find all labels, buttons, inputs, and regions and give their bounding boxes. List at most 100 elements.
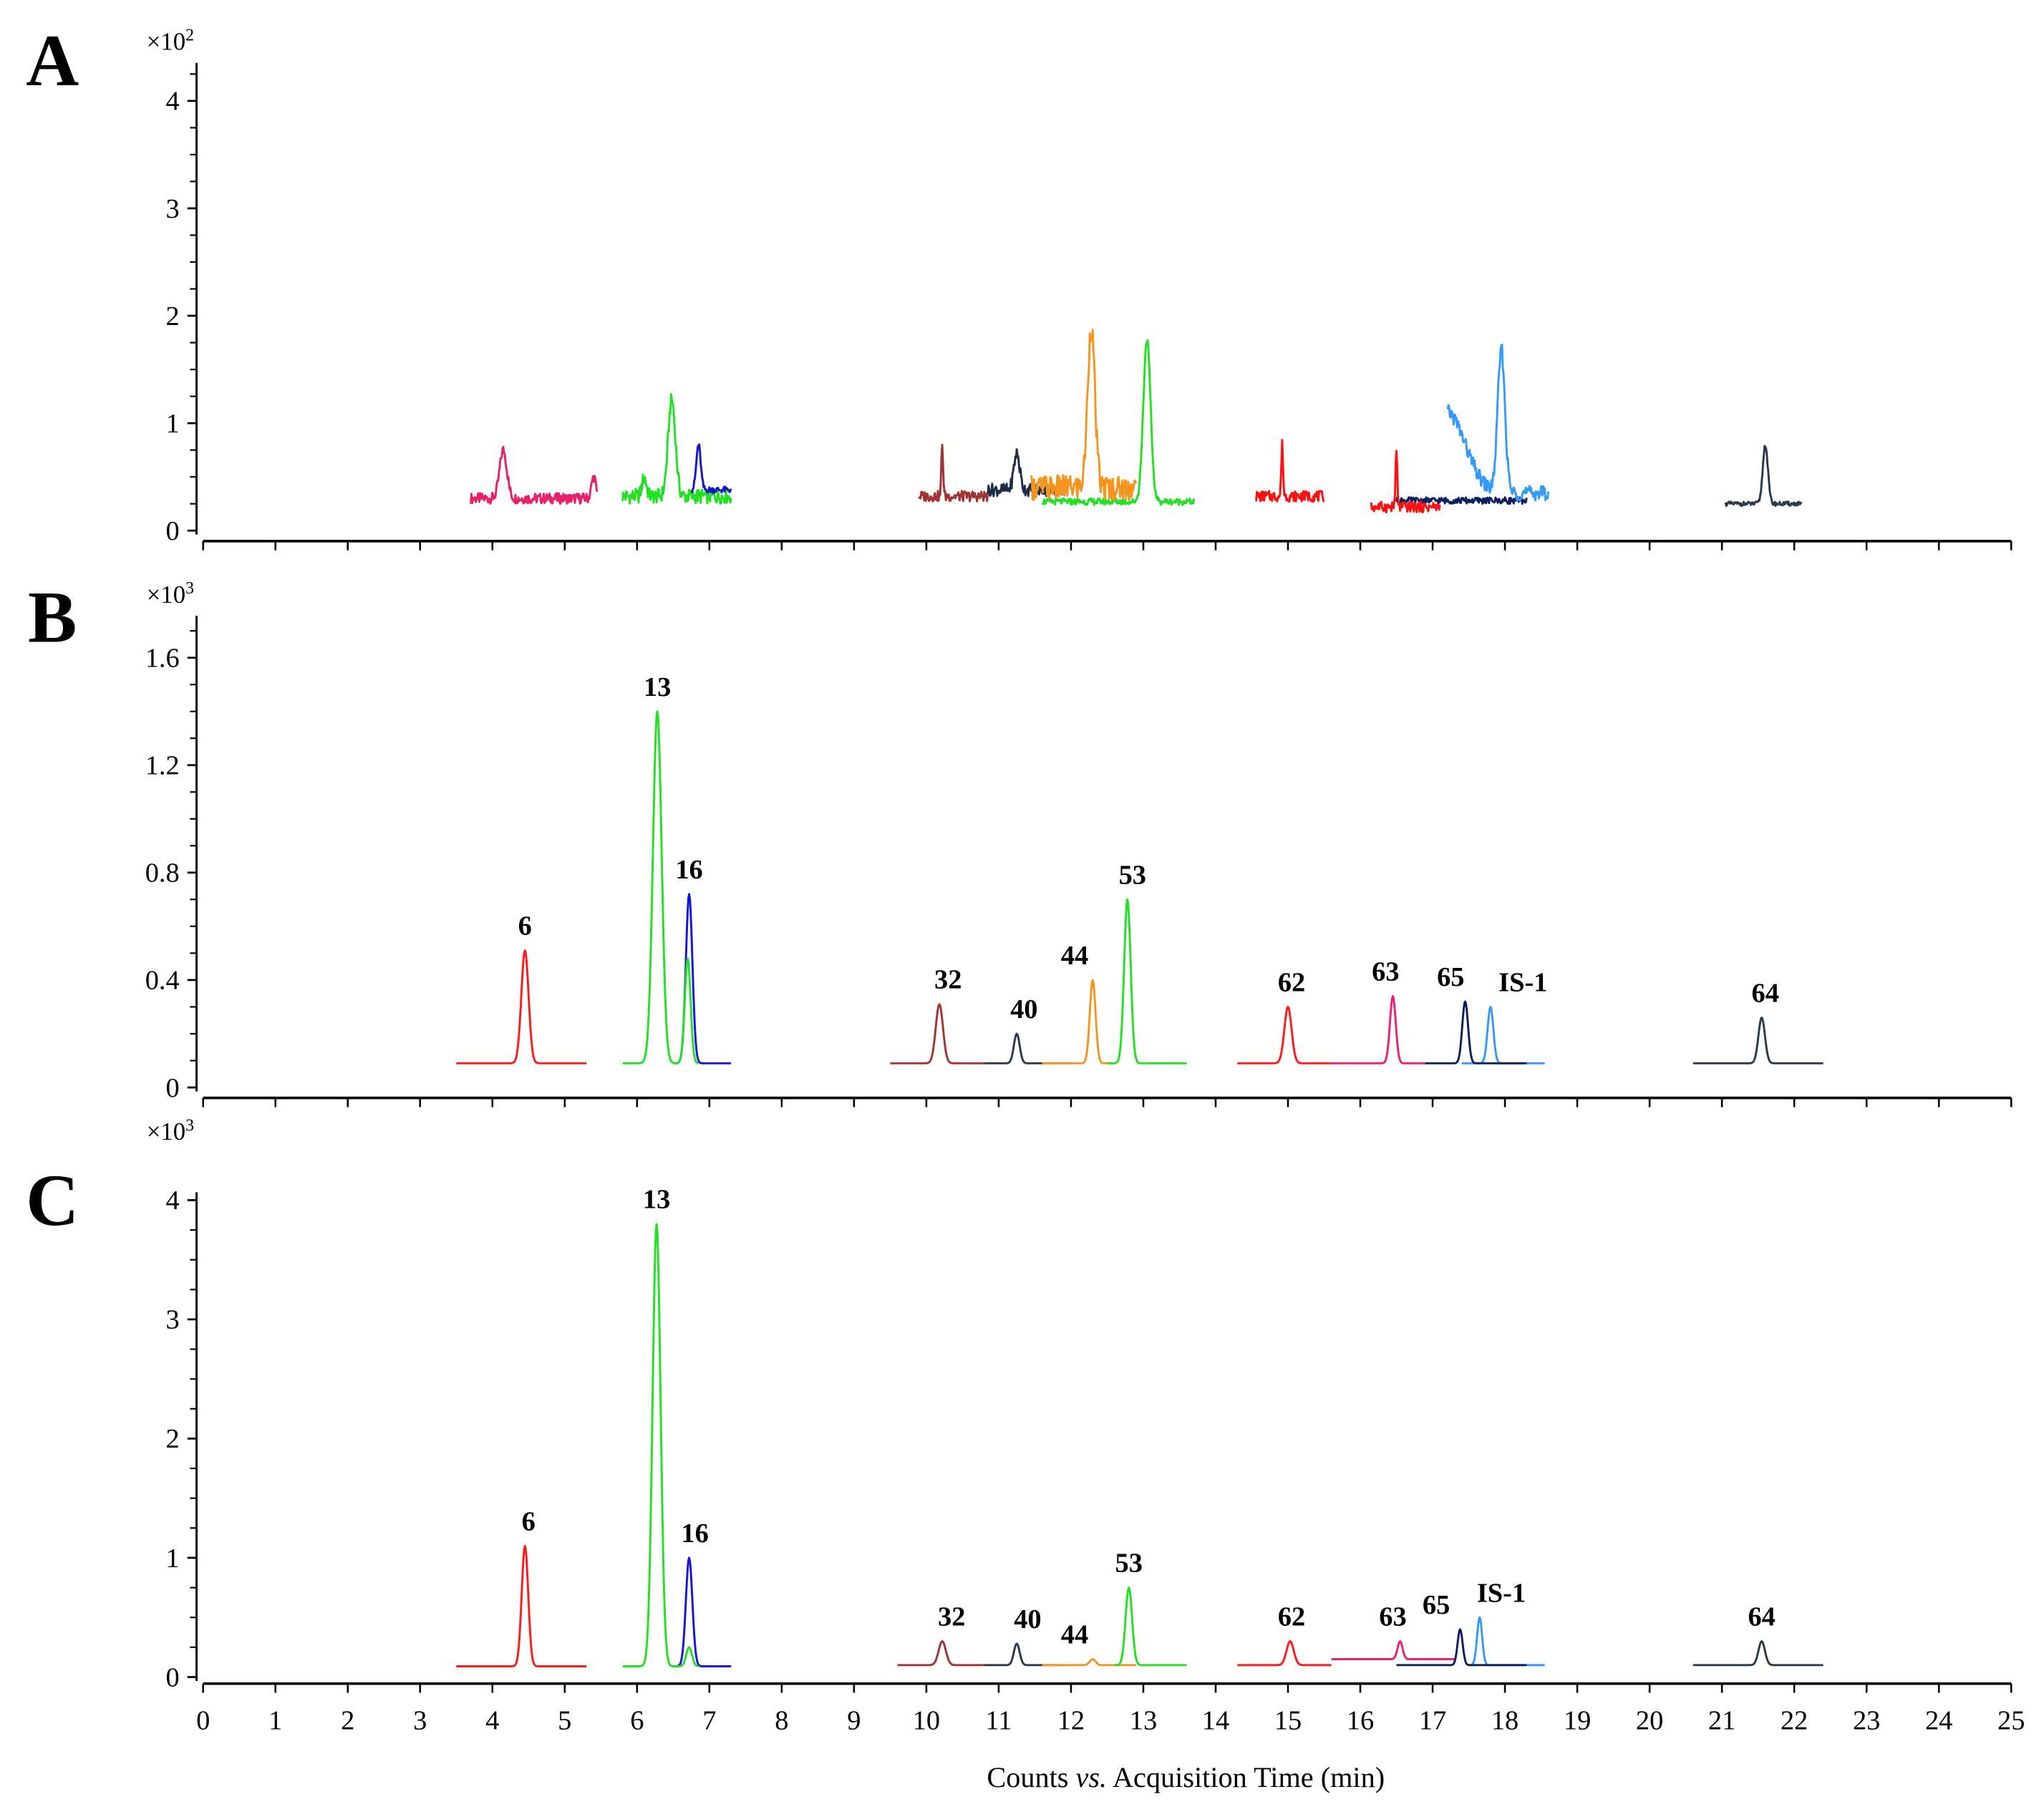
chromatogram-trace (918, 443, 989, 503)
peak-label: 32 (934, 965, 962, 995)
peak-label: 64 (1752, 978, 1779, 1008)
peak-label: 63 (1372, 956, 1399, 987)
chromatogram-trace (987, 448, 1069, 498)
panel-letter: C (26, 1161, 79, 1241)
y-tick-label: 3 (166, 194, 180, 224)
y-tick-label: 0.4 (145, 966, 180, 996)
x-tick-label: 6 (630, 1706, 644, 1736)
x-tick-label: 7 (702, 1706, 716, 1736)
y-tick-label: 0 (166, 516, 180, 546)
peak-label: 62 (1278, 1602, 1305, 1632)
chromatogram-trace (1446, 343, 1550, 502)
y-tick-label: 2 (166, 301, 180, 331)
chromatogram-trace (622, 1223, 699, 1667)
x-tick-label: 12 (1057, 1706, 1085, 1736)
chromatogram-trace (1331, 1640, 1455, 1660)
x-tick-label: 8 (775, 1706, 788, 1736)
chromatogram-trace (690, 443, 732, 494)
x-tick-label: 17 (1419, 1706, 1446, 1736)
y-tick-label: 4 (166, 1186, 180, 1216)
y-tick-label: 3 (166, 1305, 180, 1335)
peak-label: 16 (675, 855, 702, 885)
x-tick-label: 2 (341, 1706, 354, 1736)
chromatogram-trace (1106, 898, 1188, 1065)
x-tick-label: 5 (558, 1706, 571, 1736)
x-tick-label: 15 (1274, 1706, 1302, 1736)
chromatogram-trace (470, 445, 599, 505)
peak-label: 44 (1061, 941, 1088, 971)
chromatogram-trace (1692, 1640, 1824, 1667)
x-tick-label: 1 (268, 1706, 282, 1736)
x-tick-label: 16 (1347, 1706, 1374, 1736)
peak-label: 13 (643, 1185, 670, 1215)
chromatogram-trace (897, 1640, 985, 1667)
peak-label: 63 (1379, 1602, 1406, 1632)
chromatogram-trace (1030, 329, 1138, 502)
x-tick-label: 22 (1781, 1706, 1808, 1736)
chromatogram-trace (1396, 1628, 1527, 1667)
panel-c: C ×103 0 1 2 3 4 6 13 16 32 40 44 53 62 63 65 IS-1 64 (26, 1116, 2012, 1693)
x-tick-label: 19 (1564, 1706, 1591, 1736)
y-multiplier: ×103 (147, 1116, 194, 1145)
peak-label: 13 (644, 672, 671, 702)
peak-label: 44 (1061, 1620, 1088, 1650)
y-tick-label: 4 (166, 87, 180, 117)
peak-label: 64 (1748, 1602, 1775, 1632)
chromatogram-trace (455, 949, 587, 1065)
chromatogram-trace (984, 1642, 1065, 1667)
peak-label: 53 (1119, 860, 1146, 890)
panel-b: B ×103 0 0.4 0.8 1.2 1.6 6 13 16 32 40 44 53 62 63 65 IS-… (28, 578, 2012, 1108)
x-tick-label: 21 (1708, 1706, 1735, 1736)
x-axis-title: Counts vs. Acquisition Time (min) (987, 1761, 1385, 1793)
x-tick-label: 23 (1853, 1706, 1880, 1736)
peak-label: 40 (1014, 1604, 1041, 1634)
y-tick-label: 0.8 (145, 858, 180, 888)
chromatogram-trace (1724, 445, 1803, 508)
panel-letter: B (28, 578, 77, 659)
x-tick-label: 4 (485, 1706, 499, 1736)
x-tick-label: 10 (913, 1706, 940, 1736)
chromatogram-trace (984, 1032, 1072, 1065)
x-tick-label: 18 (1491, 1706, 1519, 1736)
peak-label: 6 (522, 1506, 536, 1536)
x-tick-label: 14 (1202, 1706, 1229, 1736)
peak-label: 53 (1115, 1549, 1143, 1579)
peak-label: 40 (1010, 994, 1037, 1024)
chromatogram-trace (1692, 1016, 1824, 1065)
peak-label: 62 (1278, 967, 1305, 997)
x-tick-label: 13 (1130, 1706, 1157, 1736)
x-tick-label: 25 (1997, 1706, 2025, 1736)
chromatogram-trace (1370, 450, 1441, 514)
x-tick-label: 3 (413, 1706, 427, 1736)
y-multiplier: ×102 (147, 26, 194, 56)
y-tick-label: 2 (166, 1424, 180, 1454)
chromatogram-trace (1236, 1640, 1332, 1667)
chromatogram-trace (1255, 439, 1325, 503)
panel-letter: A (26, 21, 79, 102)
chromatogram-trace (889, 1003, 985, 1065)
x-tick-label: 11 (985, 1706, 1012, 1736)
x-tick-label: 9 (847, 1706, 861, 1736)
x-tick-labels: 0 1 2 3 4 5 6 7 8 9 10 11 12 13 14 15 16 17 18 19 20 21 22 23 24… (196, 1706, 2025, 1736)
chromatogram-trace (622, 710, 699, 1065)
x-tick-label: 0 (196, 1706, 210, 1736)
chromatogram-trace (621, 393, 732, 505)
chromatogram-trace (1041, 339, 1196, 506)
y-tick-label: 1 (166, 409, 180, 439)
peak-label: 16 (681, 1518, 708, 1549)
x-tick-label: 24 (1925, 1706, 1952, 1736)
chromatogram-trace (1236, 1005, 1332, 1065)
peak-label: IS-1 (1498, 967, 1547, 997)
y-tick-label: 1.6 (145, 644, 180, 674)
peak-label: 32 (938, 1602, 965, 1632)
chromatogram-trace (1042, 979, 1115, 1065)
panel-a: A ×102 0 1 2 3 4 (26, 21, 2012, 551)
peak-label: IS-1 (1477, 1578, 1526, 1608)
y-tick-label: 0 (166, 1662, 180, 1692)
chromatogram-trace (1425, 1000, 1527, 1065)
chromatogram-trace (1114, 1586, 1188, 1667)
chromatogram-trace (455, 1544, 587, 1667)
x-tick-label: 20 (1636, 1706, 1663, 1736)
chromatogram-trace (1461, 1005, 1546, 1065)
chromatogram-trace (672, 1556, 732, 1667)
